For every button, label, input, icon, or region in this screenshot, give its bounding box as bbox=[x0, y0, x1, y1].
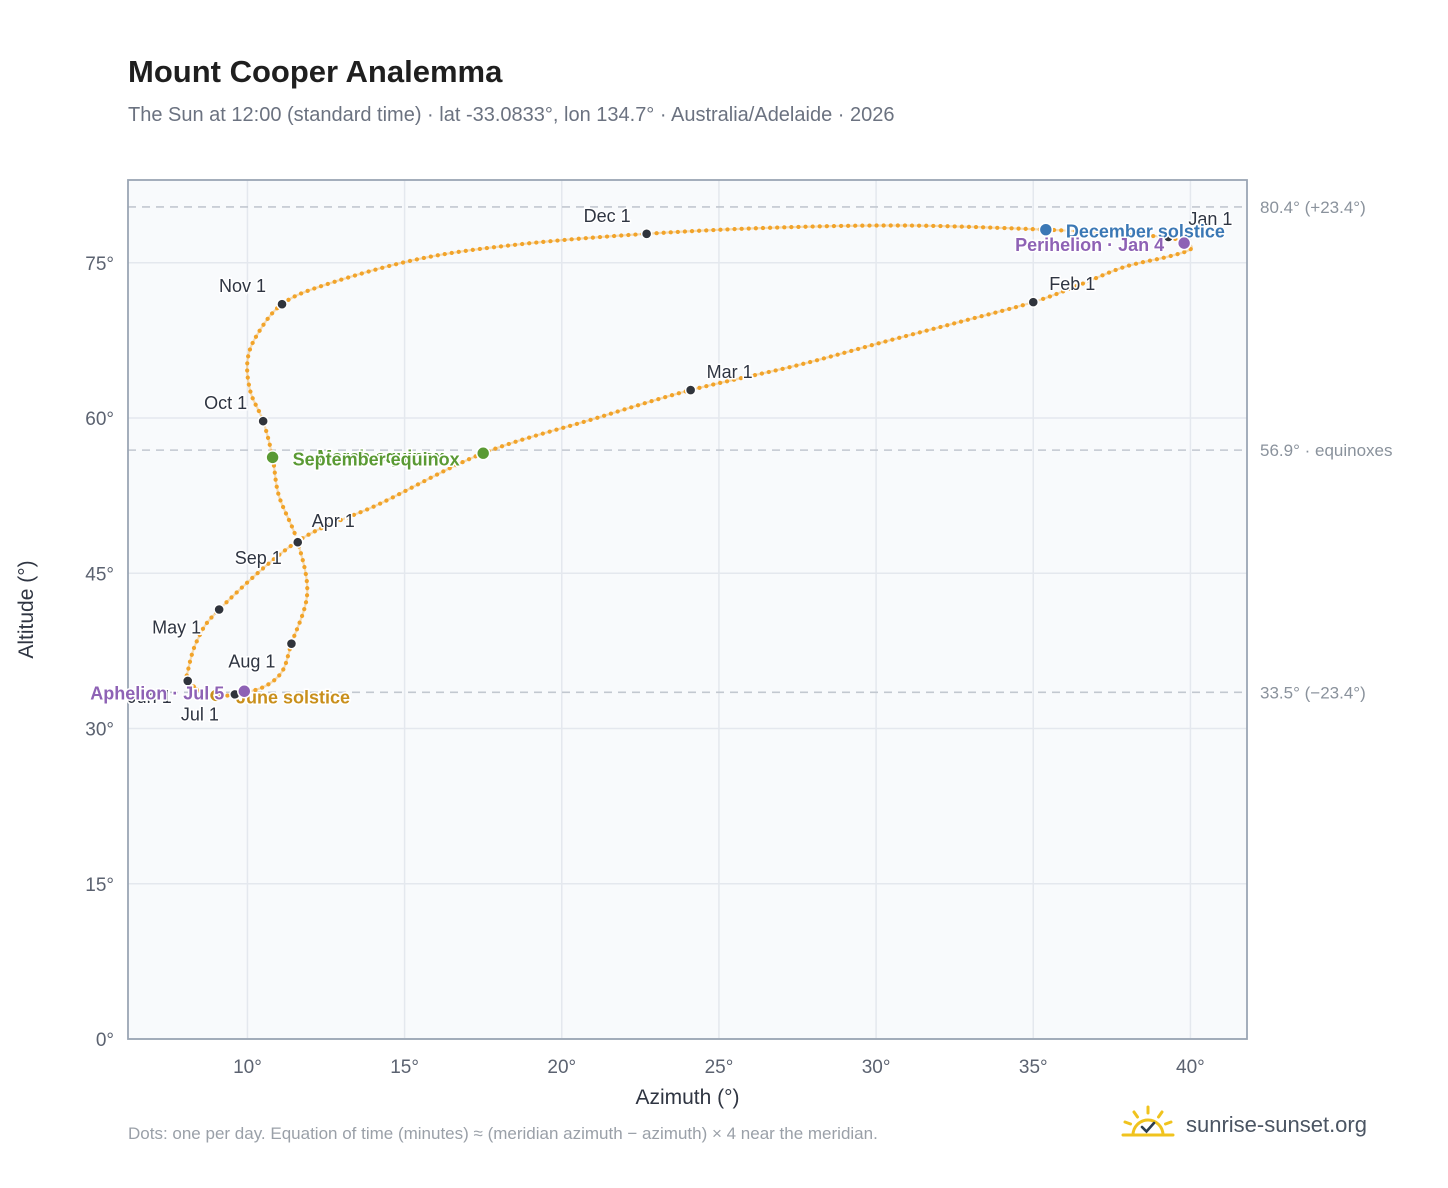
sun-logo-icon bbox=[1121, 1105, 1175, 1137]
month-marker bbox=[285, 637, 298, 650]
month-label: Nov 1 bbox=[219, 276, 266, 296]
x-tick-label: 10° bbox=[233, 1057, 262, 1078]
event-marker bbox=[1038, 222, 1054, 237]
reference-line-label: 33.5° (−23.4°) bbox=[1260, 683, 1366, 702]
month-label: Apr 1 bbox=[312, 511, 355, 531]
reference-line-label: 80.4° (+23.4°) bbox=[1260, 198, 1366, 217]
y-tick-label: 60° bbox=[85, 409, 114, 430]
month-marker bbox=[182, 675, 194, 687]
footnote: Dots: one per day. Equation of time (min… bbox=[128, 1124, 878, 1143]
event-label: Perihelion · Jan 4 bbox=[1015, 235, 1164, 255]
brand[interactable]: sunrise-sunset.org bbox=[1120, 1100, 1367, 1150]
month-marker bbox=[684, 384, 697, 396]
x-tick-label: 20° bbox=[547, 1057, 576, 1078]
event-label: June solstice bbox=[236, 687, 350, 707]
plot-frame bbox=[127, 179, 1248, 1040]
x-tick-label: 30° bbox=[862, 1057, 891, 1078]
month-label: Aug 1 bbox=[228, 652, 275, 672]
month-label: Dec 1 bbox=[584, 206, 631, 226]
month-marker bbox=[292, 536, 304, 548]
event-marker bbox=[237, 683, 252, 699]
x-tick-label: 25° bbox=[705, 1057, 734, 1078]
x-tick-label: 40° bbox=[1176, 1057, 1205, 1078]
x-tick-label: 15° bbox=[390, 1057, 419, 1078]
plot-background bbox=[128, 180, 1247, 1039]
month-marker bbox=[1162, 231, 1175, 243]
event-marker bbox=[475, 445, 491, 461]
month-label: Feb 1 bbox=[1049, 274, 1095, 294]
x-axis-title: Azimuth (°) bbox=[635, 1086, 739, 1109]
event-label: March equinox bbox=[317, 447, 444, 467]
chart-subtitle: The Sun at 12:00 (standard time) · lat -… bbox=[128, 104, 895, 126]
month-marker bbox=[213, 603, 225, 616]
y-tick-label: 30° bbox=[85, 720, 114, 741]
event-marker bbox=[1176, 235, 1192, 251]
event-marker bbox=[265, 450, 280, 465]
month-label: Mar 1 bbox=[707, 362, 753, 382]
month-label: May 1 bbox=[152, 618, 201, 638]
month-label: Jul 1 bbox=[181, 704, 219, 724]
month-label: Jun 1 bbox=[128, 687, 172, 707]
event-label: September equinox bbox=[293, 449, 460, 469]
event-label: Aphelion · Jul 5 bbox=[90, 683, 224, 703]
y-tick-label: 45° bbox=[85, 564, 114, 585]
y-axis-title: Altitude (°) bbox=[15, 560, 38, 658]
chart-title: Mount Cooper Analemma bbox=[128, 54, 503, 89]
brand-name: sunrise-sunset.org bbox=[1186, 1112, 1367, 1137]
event-marker bbox=[208, 688, 224, 703]
month-marker bbox=[276, 298, 288, 310]
month-marker bbox=[257, 415, 269, 427]
month-marker bbox=[640, 228, 653, 240]
x-tick-label: 35° bbox=[1019, 1057, 1048, 1078]
y-tick-label: 15° bbox=[85, 875, 114, 896]
y-tick-label: 0° bbox=[96, 1030, 114, 1051]
reference-line-label: 56.9° · equinoxes bbox=[1260, 441, 1393, 460]
y-tick-label: 75° bbox=[85, 254, 114, 275]
month-label: Oct 1 bbox=[204, 393, 247, 413]
month-label: Jan 1 bbox=[1188, 209, 1232, 229]
month-marker bbox=[1027, 296, 1039, 308]
month-label: Sep 1 bbox=[235, 548, 282, 568]
